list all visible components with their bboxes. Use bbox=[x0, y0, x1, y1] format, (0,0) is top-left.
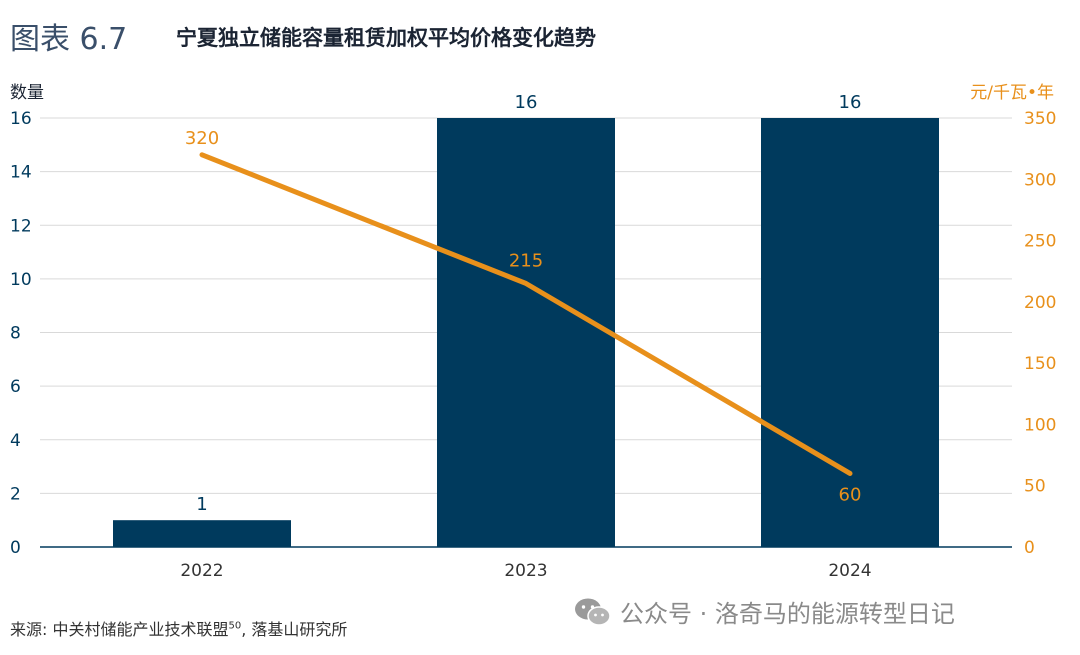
left-tick-label: 10 bbox=[10, 270, 32, 290]
source-text: 来源: 中关村储能产业技术联盟 bbox=[10, 620, 229, 639]
left-tick-label: 14 bbox=[10, 163, 32, 183]
bar-2024 bbox=[761, 118, 939, 547]
line-value-label: 60 bbox=[839, 484, 862, 505]
x-tick-label: 2023 bbox=[504, 561, 547, 581]
x-tick-label: 2024 bbox=[828, 561, 871, 581]
left-tick-label: 0 bbox=[10, 538, 21, 558]
bar-value-label: 1 bbox=[196, 494, 207, 515]
right-tick-label: 300 bbox=[1024, 170, 1056, 190]
combo-chart: 1 16 16 320 215 60 0 2 4 6 8 10 12 14 16 0 50 100 150 200… bbox=[10, 83, 1056, 581]
left-tick-label: 12 bbox=[10, 216, 32, 236]
line-value-label: 215 bbox=[509, 250, 543, 271]
right-tick-label: 200 bbox=[1024, 293, 1056, 313]
source-note: 来源: 中关村储能产业技术联盟50, 落基山研究所 bbox=[10, 616, 347, 640]
left-axis-title: 数量 bbox=[10, 83, 44, 103]
data-labels: 1 16 16 320 215 60 bbox=[185, 92, 862, 515]
bar-2023 bbox=[437, 118, 615, 547]
x-tick-label: 2022 bbox=[180, 561, 223, 581]
right-tick-label: 100 bbox=[1024, 415, 1056, 435]
watermark-text: 公众号 · 洛奇马的能源转型日记 bbox=[620, 600, 955, 628]
left-tick-label: 2 bbox=[10, 484, 21, 504]
left-tick-label: 8 bbox=[10, 324, 21, 344]
price-line bbox=[199, 152, 853, 476]
wechat-icon bbox=[575, 598, 611, 626]
right-tick-label: 50 bbox=[1024, 477, 1046, 497]
bar-2022 bbox=[113, 520, 291, 547]
left-tick-label: 4 bbox=[10, 431, 21, 451]
right-tick-label: 250 bbox=[1024, 232, 1056, 252]
x-axis: 2022 2023 2024 bbox=[180, 561, 871, 581]
left-tick-label: 16 bbox=[10, 109, 32, 129]
bar-value-label: 16 bbox=[515, 92, 538, 113]
right-tick-label: 0 bbox=[1024, 538, 1035, 558]
left-tick-label: 6 bbox=[10, 377, 21, 397]
right-axis: 0 50 100 150 200 250 300 350 bbox=[1024, 109, 1056, 558]
right-axis-title: 元/千瓦•年 bbox=[970, 83, 1054, 103]
figure-label: 图表 6.7 bbox=[10, 22, 128, 57]
bar-value-label: 16 bbox=[839, 92, 862, 113]
left-axis: 0 2 4 6 8 10 12 14 16 bbox=[10, 109, 32, 558]
source-footnote: 50 bbox=[228, 620, 242, 632]
right-tick-label: 350 bbox=[1024, 109, 1056, 129]
line-value-label: 320 bbox=[185, 128, 219, 149]
chart-title: 宁夏独立储能容量租赁加权平均价格变化趋势 bbox=[176, 26, 596, 50]
right-tick-label: 150 bbox=[1024, 354, 1056, 374]
line-series bbox=[199, 152, 853, 476]
source-text-2: , 落基山研究所 bbox=[241, 620, 348, 639]
watermark: 公众号 · 洛奇马的能源转型日记 bbox=[574, 594, 955, 629]
